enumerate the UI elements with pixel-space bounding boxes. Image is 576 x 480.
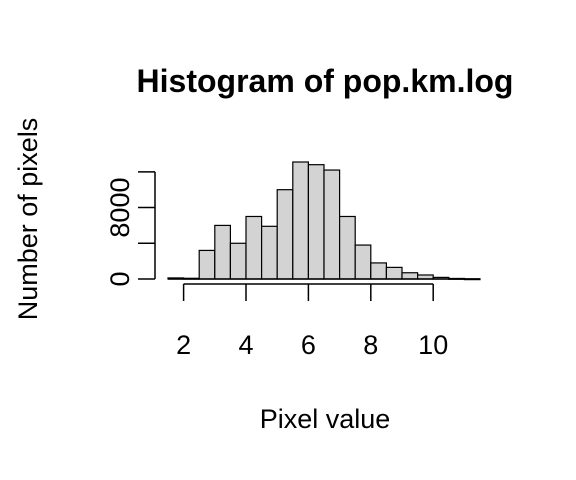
histogram-bar xyxy=(323,169,341,280)
histogram-bar xyxy=(261,225,278,280)
histogram-bar xyxy=(198,249,216,280)
histogram-bar xyxy=(307,164,325,280)
histogram-bar xyxy=(292,161,309,280)
x-tick-label: 8 xyxy=(363,330,378,360)
histogram-bar xyxy=(245,215,263,280)
y-axis: 0 8000 xyxy=(105,171,156,287)
chart-title: Histogram of pop.km.log xyxy=(137,63,514,99)
x-tick-label: 4 xyxy=(238,330,253,360)
x-tick-label: 6 xyxy=(301,330,316,360)
histogram-bars xyxy=(167,161,481,281)
histogram-bar xyxy=(339,215,356,280)
histogram-bar xyxy=(229,242,247,280)
histogram-bar xyxy=(214,224,232,280)
histogram-bar xyxy=(276,189,294,280)
histogram-bar xyxy=(401,272,419,280)
x-axis-label: Pixel value xyxy=(260,404,391,434)
histogram-bar xyxy=(370,262,387,280)
histogram-bar xyxy=(385,266,403,280)
histogram-bar xyxy=(354,244,372,280)
y-tick-label: 8000 xyxy=(105,178,135,238)
x-tick-label: 10 xyxy=(418,330,448,360)
x-tick-label: 2 xyxy=(176,330,191,360)
x-axis: 2 4 6 8 10 xyxy=(176,283,448,360)
y-axis-label: Number of pixels xyxy=(13,118,43,321)
y-tick-label: 0 xyxy=(105,271,135,286)
